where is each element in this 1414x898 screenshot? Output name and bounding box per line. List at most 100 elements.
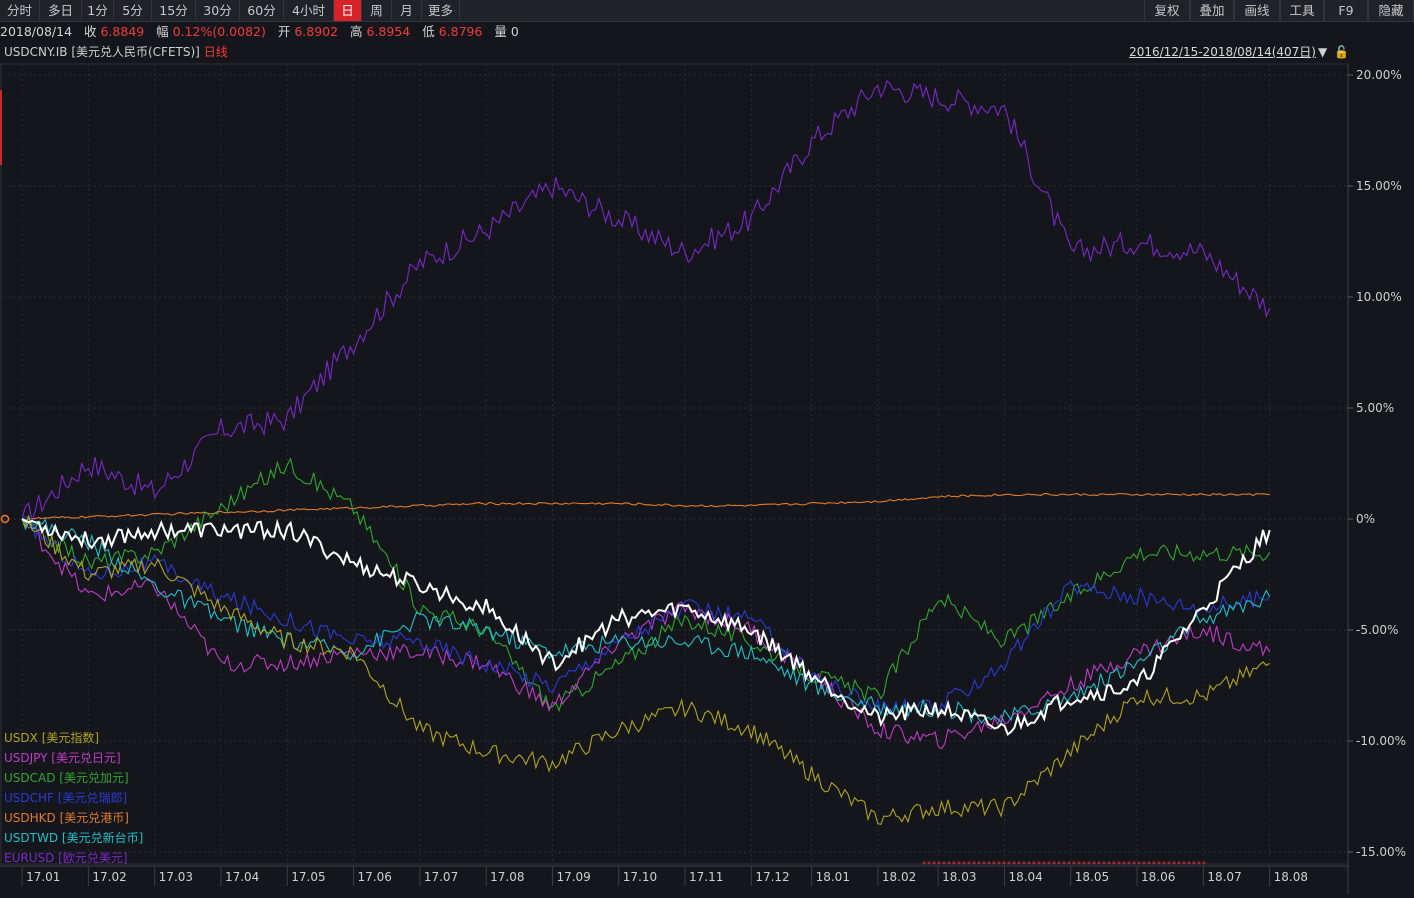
date-range-link[interactable]: 2016/12/15-2018/08/14(407日) bbox=[1129, 43, 1316, 61]
legend-item-usdtwd: USDTWD [美元兑新台币] bbox=[4, 828, 143, 848]
period-tab-8[interactable]: 日 bbox=[334, 0, 362, 21]
symbol-code: USDCNY.IB bbox=[4, 45, 68, 59]
event-marker: * bbox=[1132, 860, 1136, 869]
event-marker: * bbox=[992, 860, 996, 869]
event-marker: * bbox=[947, 860, 951, 869]
event-marker: * bbox=[1197, 860, 1201, 869]
volume-label: 量 bbox=[494, 24, 507, 39]
legend-code: EURUSD bbox=[4, 851, 59, 865]
close-label: 收 bbox=[83, 24, 97, 39]
event-marker: * bbox=[1127, 860, 1131, 869]
period-tab-11[interactable]: 更多 bbox=[422, 0, 460, 21]
event-marker: * bbox=[1012, 860, 1016, 869]
y-tick-label: 15.00% bbox=[1356, 179, 1402, 193]
event-marker: * bbox=[942, 860, 946, 869]
event-marker: * bbox=[1097, 860, 1101, 869]
legend-code: USDJPY bbox=[4, 751, 52, 765]
x-tick-label: 18.01 bbox=[816, 870, 850, 884]
event-marker: * bbox=[922, 860, 926, 869]
event-marker: * bbox=[997, 860, 1001, 869]
x-tick-label: 17.05 bbox=[291, 870, 325, 884]
event-marker: * bbox=[1167, 860, 1171, 869]
series-line-eurusd bbox=[21, 80, 1271, 522]
event-marker: * bbox=[1017, 860, 1021, 869]
legend-label: [美元兑加元] bbox=[59, 771, 129, 785]
event-marker: * bbox=[1087, 860, 1091, 869]
legend-label: [美元指数] bbox=[41, 731, 100, 745]
event-marker: * bbox=[1052, 860, 1056, 869]
start-marker bbox=[0, 514, 10, 524]
series-line-usdjpy bbox=[21, 518, 1271, 750]
event-marker: * bbox=[1072, 860, 1076, 869]
event-marker: * bbox=[1157, 860, 1161, 869]
x-tick-label: 17.04 bbox=[225, 870, 259, 884]
period-tab-1[interactable]: 多日 bbox=[40, 0, 82, 21]
event-marker: * bbox=[987, 860, 991, 869]
dropdown-icon[interactable]: ▼ bbox=[1318, 45, 1328, 59]
period-tab-10[interactable]: 月 bbox=[392, 0, 422, 21]
legend-item-usdx: USDX [美元指数] bbox=[4, 728, 143, 748]
period-tab-6[interactable]: 60分 bbox=[240, 0, 284, 21]
open-label: 开 bbox=[277, 24, 291, 39]
x-tick-label: 17.06 bbox=[358, 870, 392, 884]
tool-button-4[interactable]: F9 bbox=[1324, 0, 1368, 21]
tool-button-2[interactable]: 画线 bbox=[1234, 0, 1280, 21]
event-marker: * bbox=[1147, 860, 1151, 869]
event-marker: * bbox=[1162, 860, 1166, 869]
legend-label: [美元兑日元] bbox=[51, 751, 121, 765]
plot-area bbox=[0, 63, 1349, 865]
period-tab-3[interactable]: 5分 bbox=[114, 0, 152, 21]
tool-button-0[interactable]: 复权 bbox=[1144, 0, 1190, 21]
event-marker: * bbox=[1102, 860, 1106, 869]
tool-button-3[interactable]: 工具 bbox=[1280, 0, 1324, 21]
x-tick-label: 17.10 bbox=[623, 870, 657, 884]
event-marker: * bbox=[1112, 860, 1116, 869]
x-tick-label: 17.09 bbox=[556, 870, 590, 884]
series-line-usdx bbox=[21, 514, 1270, 826]
event-marker: * bbox=[1062, 860, 1066, 869]
period-tab-0[interactable]: 分时 bbox=[0, 0, 40, 21]
period-tab-4[interactable]: 15分 bbox=[152, 0, 196, 21]
event-marker: * bbox=[937, 860, 941, 869]
low-value: 6.8796 bbox=[438, 24, 483, 39]
x-tick-label: 17.02 bbox=[92, 870, 126, 884]
y-tick-label: 10.00% bbox=[1356, 290, 1402, 304]
legend-label: [美元兑港币] bbox=[59, 811, 129, 825]
event-marker: * bbox=[1007, 860, 1011, 869]
open-value: 6.8902 bbox=[294, 24, 339, 39]
date-range: 2016/12/15-2018/08/14(407日) bbox=[1129, 45, 1316, 59]
period-tab-7[interactable]: 4小时 bbox=[284, 0, 334, 21]
period-tab-5[interactable]: 30分 bbox=[196, 0, 240, 21]
quote-info-bar: 2018/08/14 收 6.8849 幅 0.12%(0.0082) 开 6.… bbox=[0, 22, 1414, 42]
y-tick-label: -15.00% bbox=[1356, 845, 1406, 859]
y-tick-label: 5.00% bbox=[1356, 401, 1394, 415]
event-marker: * bbox=[1202, 860, 1206, 869]
event-marker: * bbox=[1172, 860, 1176, 869]
x-tick-label: 17.08 bbox=[490, 870, 524, 884]
event-marker: * bbox=[962, 860, 966, 869]
change-label: 幅 bbox=[156, 24, 169, 39]
legend-label: [美元兑瑞郎] bbox=[57, 791, 128, 805]
event-marker: * bbox=[1107, 860, 1111, 869]
legend-code: USDX bbox=[4, 731, 42, 745]
x-tick-label: 18.07 bbox=[1207, 870, 1241, 884]
lock-icon[interactable]: 🔓 bbox=[1334, 45, 1349, 59]
y-tick-label: 0% bbox=[1356, 512, 1375, 526]
quote-date: 2018/08/14 bbox=[0, 24, 73, 39]
event-marker: * bbox=[932, 860, 936, 869]
event-marker: * bbox=[1042, 860, 1046, 869]
period-label: 日线 bbox=[203, 45, 228, 59]
period-tab-2[interactable]: 1分 bbox=[82, 0, 114, 21]
x-tick-label: 18.04 bbox=[1008, 870, 1042, 884]
x-tick-label: 17.07 bbox=[424, 870, 458, 884]
event-marker: * bbox=[1117, 860, 1121, 869]
event-marker: * bbox=[1047, 860, 1051, 869]
event-marker: * bbox=[1067, 860, 1071, 869]
event-marker: * bbox=[1092, 860, 1096, 869]
x-tick-label: 17.03 bbox=[159, 870, 193, 884]
tool-button-1[interactable]: 叠加 bbox=[1190, 0, 1234, 21]
period-tab-9[interactable]: 周 bbox=[362, 0, 392, 21]
x-tick-label: 17.01 bbox=[26, 870, 60, 884]
legend-item-usdchf: USDCHF [美元兑瑞郎] bbox=[4, 788, 143, 808]
